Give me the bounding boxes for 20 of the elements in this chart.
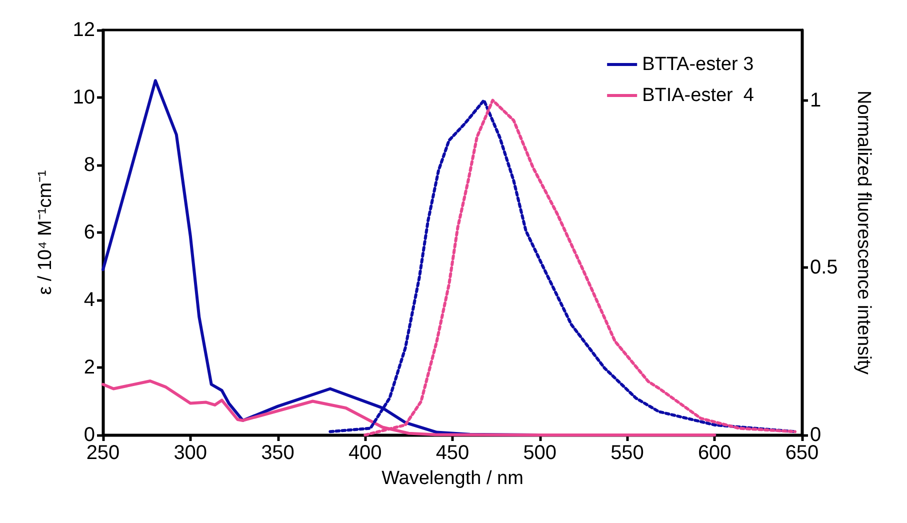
y-tick-label: 2	[84, 356, 95, 378]
x-tick-label: 550	[610, 442, 644, 464]
y-tick-label: 12	[72, 19, 95, 41]
x-tick-label: 600	[698, 442, 732, 464]
x-tick-label: 300	[174, 442, 208, 464]
y2-axis-title: Normalized fluorescence intensity	[853, 90, 874, 376]
y-tick-label: 6	[84, 222, 95, 244]
y-tick-label: 8	[84, 154, 95, 176]
y-axis-title: ε / 10⁴ M⁻¹cm⁻¹	[35, 170, 56, 295]
legend-label: BTIA-ester 4	[642, 85, 754, 106]
x-tick-label: 350	[261, 442, 294, 464]
y2-tick-label: 0.5	[810, 256, 838, 279]
x-axis-title: Wavelength / nm	[382, 468, 524, 489]
x-tick-label: 400	[348, 442, 382, 464]
y-tick-label: 10	[72, 86, 95, 108]
y-tick-label: 4	[84, 289, 95, 311]
x-tick-label: 500	[523, 442, 557, 464]
legend-label: BTTA-ester 3	[642, 54, 754, 75]
x-tick-label: 450	[436, 442, 470, 464]
y2-tick-label: 1	[810, 89, 822, 112]
